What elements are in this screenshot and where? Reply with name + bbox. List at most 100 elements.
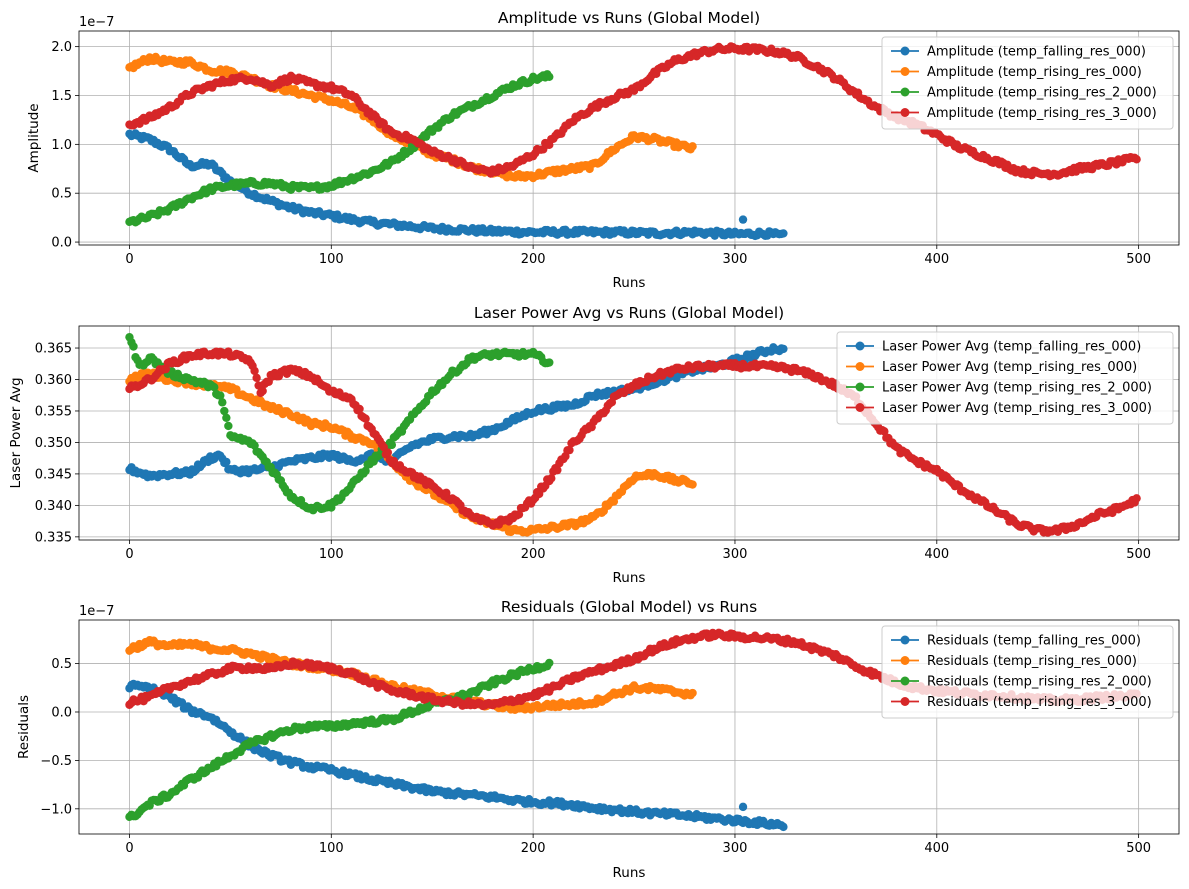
legend-label: Amplitude (temp_falling_res_000) bbox=[927, 45, 1146, 60]
offset-text: 1e−7 bbox=[79, 604, 114, 619]
data-point bbox=[258, 386, 267, 396]
x-tick-label: 500 bbox=[1126, 547, 1151, 562]
legend-label: Residuals (temp_rising_res_2_000) bbox=[927, 675, 1152, 690]
chart-title: Amplitude vs Runs (Global Model) bbox=[498, 9, 760, 27]
legend-label: Amplitude (temp_rising_res_3_000) bbox=[927, 106, 1157, 121]
x-tick-label: 300 bbox=[723, 841, 748, 856]
legend-box bbox=[881, 625, 1174, 719]
data-point bbox=[216, 391, 225, 400]
x-tick-label: 300 bbox=[723, 547, 748, 562]
legend-marker bbox=[900, 46, 910, 56]
data-point bbox=[210, 383, 219, 392]
legend-marker bbox=[855, 382, 865, 392]
y-tick-label: 2.0 bbox=[51, 40, 72, 55]
data-point bbox=[880, 427, 889, 436]
x-tick-label: 400 bbox=[924, 841, 949, 856]
data-point bbox=[222, 457, 231, 467]
legend-label: Laser Power Avg (temp_rising_res_2_000) bbox=[882, 381, 1152, 396]
legend-label: Amplitude (temp_rising_res_000) bbox=[927, 65, 1142, 80]
x-tick-label: 0 bbox=[125, 252, 133, 267]
data-point bbox=[355, 404, 364, 414]
data-point bbox=[383, 448, 393, 457]
y-axis-label: Laser Power Avg bbox=[8, 377, 24, 488]
legend-marker bbox=[900, 108, 910, 117]
legend-marker bbox=[855, 403, 865, 412]
data-point bbox=[688, 142, 697, 151]
x-tick-label: 200 bbox=[521, 547, 546, 562]
legend-marker bbox=[900, 676, 910, 686]
x-axis-label: Runs bbox=[613, 275, 646, 291]
data-point bbox=[545, 72, 554, 82]
legend-label: Residuals (temp_rising_res_000) bbox=[927, 654, 1137, 669]
legend-marker bbox=[900, 635, 910, 645]
x-tick-label: 200 bbox=[521, 252, 546, 267]
legend-box bbox=[881, 36, 1174, 130]
axes-frame bbox=[78, 619, 1180, 835]
data-point bbox=[547, 474, 556, 483]
data-point bbox=[224, 421, 233, 431]
data-point bbox=[738, 215, 748, 224]
series-green bbox=[125, 70, 554, 227]
data-point bbox=[129, 342, 138, 351]
axes-frame bbox=[78, 325, 1180, 541]
x-tick-label: 200 bbox=[521, 841, 546, 856]
y-tick-label: 0.5 bbox=[51, 657, 72, 672]
plot-area bbox=[125, 42, 1141, 241]
x-tick-label: 0 bbox=[125, 547, 133, 562]
y-tick-label: 1.0 bbox=[51, 138, 72, 153]
legend-label: Amplitude (temp_rising_res_2_000) bbox=[927, 86, 1157, 101]
data-point bbox=[779, 822, 788, 832]
legend: Amplitude (temp_falling_res_000) Amplitud… bbox=[881, 36, 1174, 130]
data-point bbox=[514, 510, 524, 519]
legend-label: Laser Power Avg (temp_falling_res_000) bbox=[882, 340, 1141, 355]
data-point bbox=[688, 480, 697, 489]
data-point bbox=[220, 406, 229, 416]
y-tick-label: 0.365 bbox=[35, 342, 72, 357]
legend-label: Residuals (temp_rising_res_3_000) bbox=[927, 695, 1152, 710]
legend: Laser Power Avg (temp_falling_res_000) La… bbox=[836, 331, 1174, 425]
y-tick-label: −0.5 bbox=[40, 754, 72, 769]
y-tick-label: 0.340 bbox=[35, 499, 72, 514]
y-tick-label: −1.0 bbox=[40, 802, 72, 817]
legend-marker bbox=[900, 67, 910, 76]
legend-label: Laser Power Avg (temp_rising_res_000) bbox=[882, 360, 1137, 375]
data-point bbox=[1132, 494, 1141, 503]
legend-marker bbox=[900, 656, 910, 665]
x-tick-label: 400 bbox=[924, 252, 949, 267]
y-tick-label: 0.350 bbox=[35, 436, 72, 451]
y-tick-label: 0.335 bbox=[35, 530, 72, 545]
data-point bbox=[361, 414, 370, 423]
x-tick-label: 500 bbox=[1126, 252, 1151, 267]
chart-panel-3: 0 100 200 300 400 500 −1.0 −0.5 0.0 0.5 1e−7 Residu… bbox=[16, 598, 1180, 881]
x-tick-label: 100 bbox=[319, 841, 344, 856]
legend-label: Residuals (temp_falling_res_000) bbox=[927, 634, 1141, 649]
data-point bbox=[688, 688, 697, 698]
legend-marker bbox=[855, 362, 865, 371]
legend-marker bbox=[855, 341, 865, 351]
y-tick-label: 0.0 bbox=[51, 705, 72, 720]
x-tick-label: 100 bbox=[319, 252, 344, 267]
data-point bbox=[553, 465, 562, 475]
x-tick-label: 400 bbox=[924, 547, 949, 562]
series-green bbox=[125, 332, 554, 515]
x-axis-label: Runs bbox=[613, 865, 646, 881]
legend: Residuals (temp_falling_res_000) Residual… bbox=[881, 625, 1174, 719]
data-point bbox=[222, 413, 231, 423]
data-point bbox=[779, 229, 788, 238]
chart-panel-2: 0 100 200 300 400 500 0.335 0.340 0.345 0.350 0.35… bbox=[8, 304, 1180, 586]
series-blue bbox=[125, 129, 788, 241]
data-point bbox=[387, 440, 397, 450]
y-tick-label: 0.5 bbox=[51, 187, 72, 202]
legend-marker bbox=[900, 87, 910, 97]
legend-box bbox=[836, 331, 1174, 425]
data-point bbox=[361, 466, 370, 476]
data-point bbox=[252, 373, 261, 383]
y-tick-label: 0.360 bbox=[35, 373, 72, 388]
data-point bbox=[738, 802, 748, 812]
series-red bbox=[125, 347, 1141, 537]
y-tick-label: 0.345 bbox=[35, 467, 72, 482]
plot-area bbox=[125, 332, 1141, 537]
data-point bbox=[545, 358, 554, 367]
chart-panel-1: 0 100 200 300 400 500 0.0 0.5 1.0 1.5 2.0 1e−7 Ampli… bbox=[26, 9, 1180, 291]
